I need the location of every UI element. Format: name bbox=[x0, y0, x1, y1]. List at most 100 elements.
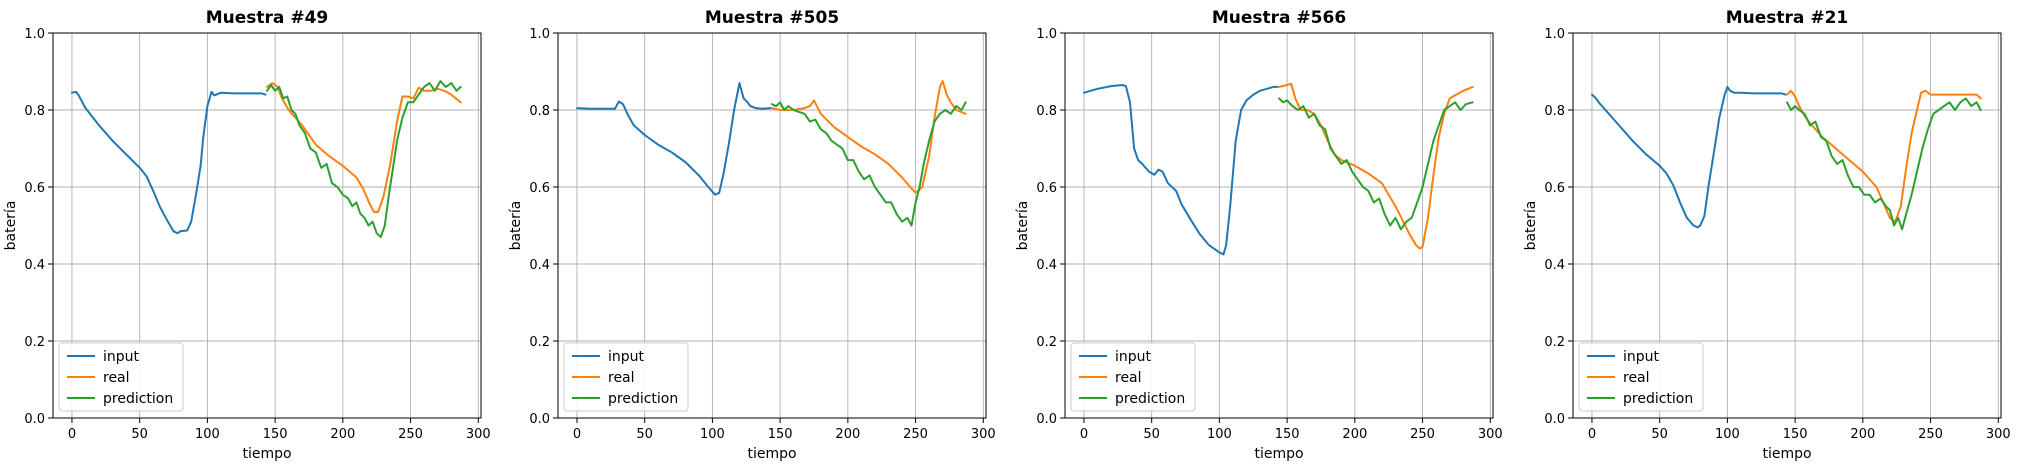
x-tick-label: 300 bbox=[971, 427, 996, 442]
y-tick-label: 1.0 bbox=[1036, 27, 1057, 42]
legend-box bbox=[1070, 342, 1196, 412]
legend: input real prediction bbox=[1070, 342, 1196, 412]
y-tick-label: 0.4 bbox=[24, 258, 45, 273]
legend-box bbox=[58, 342, 184, 412]
x-tick-label: 250 bbox=[398, 427, 423, 442]
plot-frame bbox=[52, 32, 482, 419]
legend-box bbox=[1578, 342, 1704, 412]
y-tick-label: 0.6 bbox=[529, 181, 550, 196]
x-tick-label: 150 bbox=[768, 427, 793, 442]
series-line-input bbox=[1591, 85, 1787, 229]
legend-entry-real: real bbox=[103, 370, 130, 386]
x-tick-label: 150 bbox=[263, 427, 288, 442]
series-line-prediction bbox=[266, 80, 462, 239]
series-line-input bbox=[71, 90, 267, 235]
x-tick-label: 0 bbox=[573, 427, 581, 442]
y-tick-label: 0.0 bbox=[1544, 412, 1565, 427]
legend-entry-real: real bbox=[608, 370, 635, 386]
y-tick-label: 0.2 bbox=[1544, 335, 1565, 350]
y-tick-label: 0.0 bbox=[1036, 412, 1057, 427]
x-tick-label: 100 bbox=[1715, 427, 1740, 442]
x-tick-label: 50 bbox=[1143, 427, 1160, 442]
legend: input real prediction bbox=[563, 342, 689, 412]
y-tick-label: 0.8 bbox=[529, 104, 550, 119]
legend-entry-input: input bbox=[1115, 349, 1152, 365]
y-tick-label: 0.8 bbox=[1544, 104, 1565, 119]
y-tick-label: 0.2 bbox=[1036, 335, 1057, 350]
legend-entry-prediction: prediction bbox=[1623, 391, 1693, 407]
y-tick-label: 0.8 bbox=[1036, 104, 1057, 119]
y-axis-label: batería bbox=[3, 201, 19, 251]
legend-entry-real: real bbox=[1623, 370, 1650, 386]
x-axis-label: tiempo bbox=[1254, 446, 1303, 462]
y-tick-label: 0.2 bbox=[529, 335, 550, 350]
y-axis-label: batería bbox=[508, 201, 524, 251]
x-tick-label: 250 bbox=[1410, 427, 1435, 442]
x-tick-label: 0 bbox=[1080, 427, 1088, 442]
y-tick-label: 0.4 bbox=[1544, 258, 1565, 273]
y-tick-label: 0.2 bbox=[24, 335, 45, 350]
x-tick-label: 50 bbox=[1651, 427, 1668, 442]
x-tick-label: 200 bbox=[1850, 427, 1875, 442]
series-line-real bbox=[266, 82, 462, 213]
plot-frame bbox=[1064, 32, 1494, 419]
x-tick-label: 50 bbox=[636, 427, 653, 442]
chart-title: Muestra #566 bbox=[1212, 8, 1346, 28]
chart-title: Muestra #505 bbox=[705, 8, 839, 28]
legend: input real prediction bbox=[58, 342, 184, 412]
x-tick-label: 250 bbox=[903, 427, 928, 442]
y-tick-label: 0.6 bbox=[1544, 181, 1565, 196]
plot-frame bbox=[557, 32, 987, 419]
legend-entry-input: input bbox=[608, 349, 645, 365]
x-tick-label: 0 bbox=[68, 427, 76, 442]
x-axis-label: tiempo bbox=[1762, 446, 1811, 462]
chart-panel-1: 0 50 100 150 200 250 300 0.0 0.2 0.4 0.6 0.8 1.0 Mues… bbox=[3, 8, 491, 462]
y-tick-label: 0.6 bbox=[1036, 181, 1057, 196]
series-line-prediction bbox=[1786, 97, 1982, 231]
legend-entry-input: input bbox=[103, 349, 140, 365]
x-tick-label: 250 bbox=[1918, 427, 1943, 442]
y-tick-label: 1.0 bbox=[1544, 27, 1565, 42]
x-tick-label: 150 bbox=[1783, 427, 1808, 442]
legend-box bbox=[563, 342, 689, 412]
y-axis-label: batería bbox=[1523, 201, 1539, 251]
x-tick-label: 200 bbox=[1342, 427, 1367, 442]
plot-frame bbox=[1572, 32, 2002, 419]
y-tick-label: 0.6 bbox=[24, 181, 45, 196]
series-line-input bbox=[1083, 84, 1279, 256]
series-line-real bbox=[771, 80, 967, 194]
y-tick-label: 0.0 bbox=[24, 412, 45, 427]
x-tick-label: 150 bbox=[1275, 427, 1300, 442]
series-line-input bbox=[576, 82, 772, 196]
x-axis-label: tiempo bbox=[747, 446, 796, 462]
x-tick-label: 200 bbox=[835, 427, 860, 442]
chart-panel-4: 0 50 100 150 200 250 300 0.0 0.2 0.4 0.6 0.8 1.0 Mues… bbox=[1523, 8, 2011, 462]
x-tick-label: 300 bbox=[1986, 427, 2011, 442]
legend-entry-prediction: prediction bbox=[103, 391, 173, 407]
chart-title: Muestra #49 bbox=[206, 8, 328, 28]
series-line-prediction bbox=[771, 101, 967, 227]
chart-panel-3: 0 50 100 150 200 250 300 0.0 0.2 0.4 0.6 0.8 1.0 Mues… bbox=[1015, 8, 1503, 462]
y-tick-label: 1.0 bbox=[529, 27, 550, 42]
y-axis-label: batería bbox=[1015, 201, 1031, 251]
chart-panel-2: 0 50 100 150 200 250 300 0.0 0.2 0.4 0.6 0.8 1.0 Mues… bbox=[508, 8, 996, 462]
x-tick-label: 200 bbox=[330, 427, 355, 442]
x-tick-label: 300 bbox=[466, 427, 491, 442]
x-axis-label: tiempo bbox=[242, 446, 291, 462]
series-line-prediction bbox=[1278, 97, 1474, 231]
legend-entry-prediction: prediction bbox=[608, 391, 678, 407]
legend: input real prediction bbox=[1578, 342, 1704, 412]
legend-entry-input: input bbox=[1623, 349, 1660, 365]
y-tick-label: 0.0 bbox=[529, 412, 550, 427]
y-tick-label: 0.4 bbox=[1036, 258, 1057, 273]
chart-title: Muestra #21 bbox=[1726, 8, 1848, 28]
series-line-real bbox=[1278, 82, 1474, 250]
x-tick-label: 300 bbox=[1478, 427, 1503, 442]
x-tick-label: 0 bbox=[1588, 427, 1596, 442]
x-tick-label: 100 bbox=[195, 427, 220, 442]
legend-entry-real: real bbox=[1115, 370, 1142, 386]
legend-entry-prediction: prediction bbox=[1115, 391, 1185, 407]
x-tick-label: 50 bbox=[131, 427, 148, 442]
y-tick-label: 1.0 bbox=[24, 27, 45, 42]
